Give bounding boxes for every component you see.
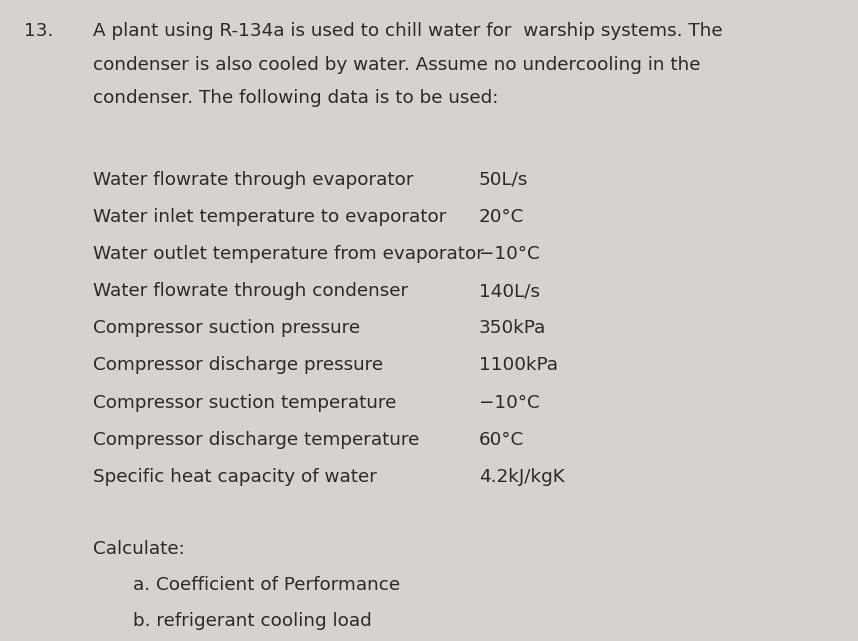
- Text: −10°C: −10°C: [479, 245, 540, 263]
- Text: 350kPa: 350kPa: [479, 319, 546, 337]
- Text: 13.: 13.: [24, 22, 53, 40]
- Text: 140L/s: 140L/s: [479, 282, 540, 300]
- Text: Compressor suction pressure: Compressor suction pressure: [93, 319, 360, 337]
- Text: Water outlet temperature from evaporator: Water outlet temperature from evaporator: [93, 245, 484, 263]
- Text: Specific heat capacity of water: Specific heat capacity of water: [93, 468, 377, 486]
- Text: 4.2kJ/kgK: 4.2kJ/kgK: [479, 468, 565, 486]
- Text: a. Coefficient of Performance: a. Coefficient of Performance: [133, 576, 400, 594]
- Text: Compressor suction temperature: Compressor suction temperature: [93, 394, 396, 412]
- Text: Compressor discharge temperature: Compressor discharge temperature: [93, 431, 419, 449]
- Text: Compressor discharge pressure: Compressor discharge pressure: [93, 356, 383, 374]
- Text: 1100kPa: 1100kPa: [479, 356, 558, 374]
- Text: −10°C: −10°C: [479, 394, 540, 412]
- Text: 50L/s: 50L/s: [479, 171, 529, 188]
- Text: 20°C: 20°C: [479, 208, 524, 226]
- Text: 60°C: 60°C: [479, 431, 524, 449]
- Text: condenser is also cooled by water. Assume no undercooling in the: condenser is also cooled by water. Assum…: [93, 56, 700, 74]
- Text: A plant using R-134a is used to chill water for  warship systems. The: A plant using R-134a is used to chill wa…: [93, 22, 722, 40]
- Text: condenser. The following data is to be used:: condenser. The following data is to be u…: [93, 89, 498, 107]
- Text: Water flowrate through evaporator: Water flowrate through evaporator: [93, 171, 414, 188]
- Text: b. refrigerant cooling load: b. refrigerant cooling load: [133, 612, 372, 630]
- Text: Calculate:: Calculate:: [93, 540, 184, 558]
- Text: Water flowrate through condenser: Water flowrate through condenser: [93, 282, 408, 300]
- Text: Water inlet temperature to evaporator: Water inlet temperature to evaporator: [93, 208, 446, 226]
